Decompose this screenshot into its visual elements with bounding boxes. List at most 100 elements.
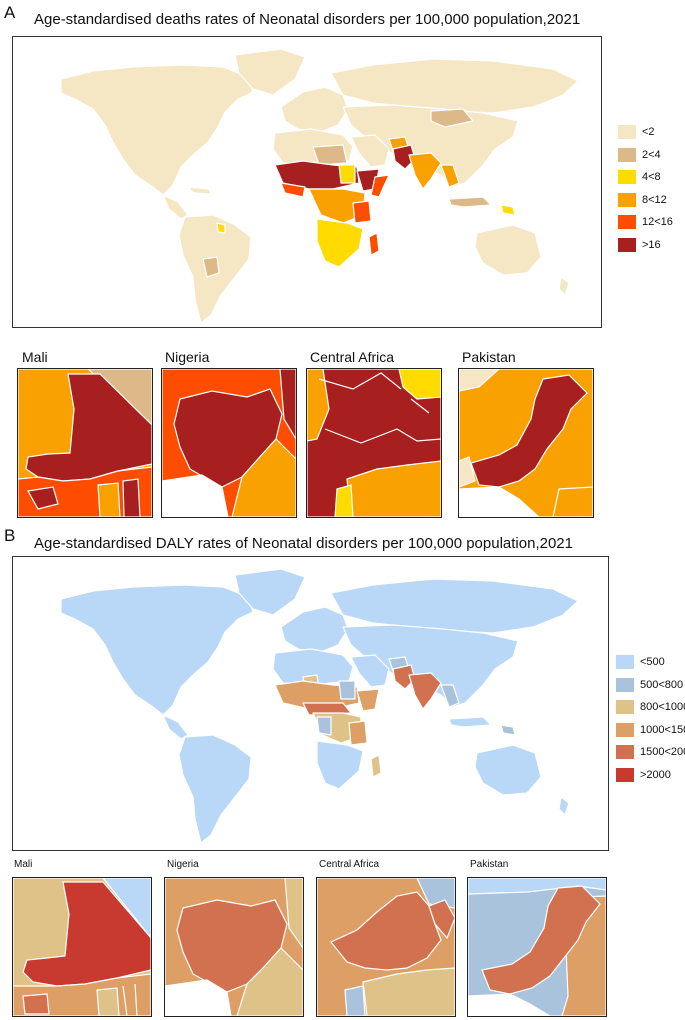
inset-central-africa-b [316,877,456,1017]
south-america-region [178,734,252,844]
southern-africa-region [316,218,364,268]
sahel-east-region [338,680,356,700]
legend-swatch [616,655,634,670]
inset-pakistan-a-svg [459,369,593,517]
inset-label-central-africa-b: Central Africa [319,859,380,870]
inset-nigeria-b-svg [165,878,303,1016]
inset-label-nigeria-b: Nigeria [167,859,199,870]
central-america-region [162,194,189,220]
west-africa-region [274,680,360,710]
legend-item: 500<800 [616,674,685,697]
inset-mali-b [12,877,152,1017]
inset-pakistan-b [467,877,607,1017]
europe-region [280,86,349,134]
inset-label-pakistan-a: Pakistan [462,349,516,365]
indonesia-region [448,196,492,208]
guyana-region [216,222,226,234]
panel-a-world-map [12,36,602,328]
panel-b-legend: <500 500<800 800<1000 1000<1500 1500<200… [616,651,685,786]
legend-item: 12<16 [618,211,673,234]
legend-item: >2000 [616,764,685,787]
india-region [408,152,442,190]
inset-mali-a [17,368,153,518]
greenland-region [234,48,306,96]
southeast-asia-region [440,164,460,188]
india-region [408,672,442,710]
legend-swatch [618,192,636,207]
caribbean-region [188,186,212,195]
legend-label: 1500<2000 [640,746,685,759]
greenland-region [234,568,306,616]
east-africa-region [352,200,372,224]
legend-item: 1500<2000 [616,741,685,764]
legend-label: <2 [642,126,655,139]
legend-swatch [618,170,636,185]
bolivia-region [202,256,220,278]
inset-label-central-africa-a: Central Africa [310,349,395,365]
inset-label-pakistan-b: Pakistan [470,859,509,870]
australia-region [474,224,542,276]
legend-swatch [618,237,636,252]
legend-label: 4<8 [642,171,661,184]
legend-swatch [618,125,636,140]
inset-label-nigeria-a: Nigeria [165,349,210,365]
horn-africa-region [356,688,380,712]
north-america-region [60,584,254,716]
inset-pakistan-a [458,368,594,518]
middle-east-region [350,654,390,688]
legend-swatch [618,147,636,162]
panel-b-title: Age-standardised DALY rates of Neonatal … [34,535,573,552]
legend-label: 500<800 [640,678,684,691]
panel-b-letter: B [4,526,16,545]
legend-label: >16 [642,238,661,251]
legend-item: >16 [618,234,673,257]
central-america-region [162,714,189,740]
inset-label-mali-a: Mali [22,349,48,365]
inset-nigeria-a [161,368,297,518]
russia-region [330,58,579,114]
east-africa-region [348,720,368,746]
inset-central-africa-b-svg [317,878,455,1016]
inset-central-africa-a [306,368,442,518]
middle-east-region [350,134,390,168]
new-zealand-region [558,796,570,816]
inset-nigeria-b [164,877,304,1017]
legend-swatch [618,215,636,230]
sahel-region-a [312,144,348,166]
legend-item: 2<4 [618,144,673,167]
panel-a-title: Age-standardised deaths rates of Neonata… [34,11,581,28]
indonesia-region [448,716,492,728]
madagascar-region [368,232,380,256]
congo-region [316,716,332,736]
legend-item: 4<8 [618,166,673,189]
coast-region [302,702,352,716]
legend-label: >2000 [640,768,671,781]
legend-swatch [616,677,634,692]
legend-swatch [616,700,634,715]
russia-region [330,578,579,634]
panel-b-world-map [12,556,609,851]
panel-b-map-svg [60,568,579,844]
west-africa-coast-region [280,182,306,198]
southeast-asia-region [440,684,460,708]
legend-item: 1000<1500 [616,719,685,742]
australia-region [474,744,542,796]
legend-label: 12<16 [642,216,673,229]
legend-item: 8<12 [618,189,673,212]
panel-a-legend: <2 2<4 4<8 8<12 12<16 >16 [618,121,673,256]
sahel-east-region [338,164,356,184]
png-region [500,724,516,736]
inset-central-africa-a-svg [307,369,441,517]
legend-item: <2 [618,121,673,144]
png-region [500,204,516,216]
new-zealand-region [558,276,570,296]
legend-label: 1000<1500 [640,723,685,736]
inset-mali-b-svg [13,878,151,1016]
legend-swatch [616,745,634,760]
madagascar-region [370,754,382,778]
inset-label-mali-b: Mali [14,859,33,870]
legend-swatch [616,722,634,737]
panel-a-letter: A [4,3,16,22]
pakistan-region [392,144,416,170]
inset-mali-a-svg [18,369,152,517]
